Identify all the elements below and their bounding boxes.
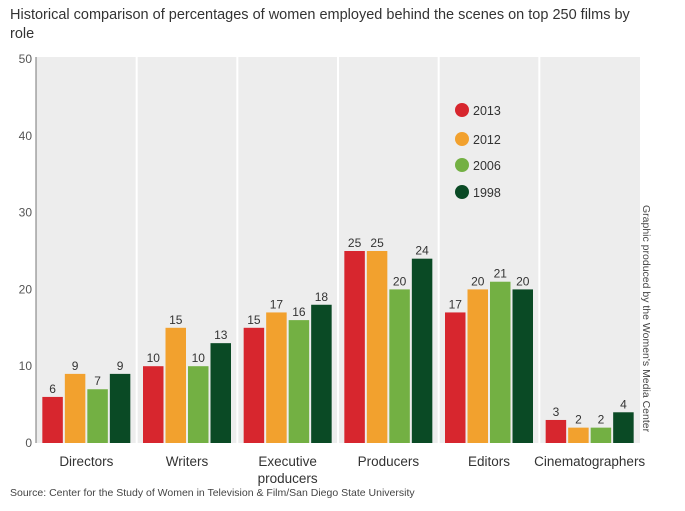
- bar-1998: [411, 258, 433, 443]
- bar-1998: [613, 412, 634, 443]
- bar-2012: [64, 373, 86, 443]
- bar-2013: [42, 396, 63, 443]
- bar-2006: [389, 289, 410, 443]
- category-label: Editors: [468, 454, 510, 469]
- data-label: 4: [620, 397, 627, 411]
- y-tick-label: 0: [25, 436, 32, 450]
- bar-1998: [109, 373, 131, 443]
- data-label: 9: [72, 359, 79, 373]
- y-tick-label: 30: [19, 206, 33, 220]
- data-label: 25: [370, 236, 384, 250]
- data-label: 20: [516, 274, 530, 288]
- legend-marker-2006: [455, 158, 469, 172]
- data-label: 21: [494, 267, 508, 281]
- credit-note: Graphic produced by the Women's Media Ce…: [640, 205, 652, 433]
- y-tick-label: 20: [19, 282, 33, 296]
- bar-2006: [490, 281, 511, 443]
- data-label: 9: [117, 359, 124, 373]
- data-label: 24: [415, 244, 429, 258]
- bar-2012: [266, 312, 287, 443]
- bar-2013: [545, 419, 567, 443]
- legend-label: 2012: [473, 133, 501, 147]
- data-label: 20: [393, 274, 407, 288]
- data-label: 15: [169, 313, 183, 327]
- legend-marker-2013: [455, 103, 469, 117]
- data-label: 17: [270, 297, 284, 311]
- bar-2006: [590, 427, 612, 443]
- y-tick-label: 40: [19, 129, 33, 143]
- data-label: 2: [575, 413, 582, 427]
- bar-1998: [311, 304, 332, 443]
- data-label: 10: [147, 351, 161, 365]
- bar-2012: [467, 289, 488, 443]
- data-label: 2: [598, 413, 605, 427]
- category-label: producers: [258, 471, 318, 486]
- data-label: 16: [292, 305, 306, 319]
- data-label: 10: [192, 351, 206, 365]
- data-label: 7: [94, 374, 101, 388]
- bar-2013: [143, 366, 164, 443]
- bar-2013: [445, 312, 466, 443]
- legend-label: 2013: [473, 104, 501, 118]
- y-tick-label: 50: [19, 52, 33, 66]
- data-label: 6: [49, 382, 56, 396]
- bar-2006: [288, 320, 310, 443]
- data-label: 3: [553, 405, 560, 419]
- source-note: Source: Center for the Study of Women in…: [10, 487, 415, 499]
- data-label: 20: [471, 274, 485, 288]
- category-label: Cinematographers: [534, 454, 645, 469]
- bar-2006: [87, 389, 108, 443]
- category-label: Writers: [166, 454, 209, 469]
- data-label: 25: [348, 236, 362, 250]
- bar-2012: [366, 251, 388, 443]
- chart-title: Historical comparison of percentages of …: [10, 7, 630, 42]
- legend-marker-1998: [455, 185, 469, 199]
- category-label: Producers: [358, 454, 420, 469]
- bar-2012: [568, 427, 589, 443]
- data-label: 17: [449, 297, 463, 311]
- y-tick-label: 10: [19, 359, 33, 373]
- bar-2006: [188, 366, 209, 443]
- data-label: 13: [214, 328, 228, 342]
- data-label: 15: [247, 313, 261, 327]
- bar-2012: [165, 327, 186, 443]
- category-label: Directors: [59, 454, 113, 469]
- legend-marker-2012: [455, 132, 469, 146]
- legend-label: 1998: [473, 186, 501, 200]
- category-label: Executive: [258, 454, 317, 469]
- bar-1998: [512, 289, 533, 443]
- bar-2013: [243, 327, 265, 443]
- legend-label: 2006: [473, 159, 501, 173]
- data-label: 18: [315, 290, 329, 304]
- bar-1998: [210, 343, 231, 443]
- bar-2013: [344, 251, 365, 443]
